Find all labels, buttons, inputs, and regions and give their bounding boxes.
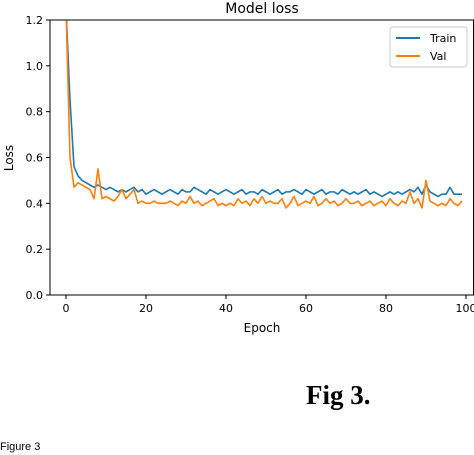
plot-area: 0.0 0.2 0.4 0.6 0.8 1.0 1.2 0 20 40 60 80 100 Train Va… [26,14,474,315]
y-axis-label: Loss [2,145,16,171]
x-tick-label: 0 [63,302,70,315]
y-tick-label: 0.8 [26,106,44,119]
figure-label: Figure 3 [0,441,41,453]
y-tick-label: 1.2 [26,14,44,27]
series-line-val [65,20,463,209]
chart-title: Model loss [225,1,299,17]
legend-label-train: Train [429,32,456,45]
x-axis-label: Epoch [244,321,281,335]
series-line-train [65,20,462,198]
y-tick-label: 0.6 [26,152,44,165]
y-tick-label: 0.0 [26,289,44,302]
x-tick-label: 40 [219,302,233,315]
x-tick-label: 60 [299,302,313,315]
y-tick-label: 0.2 [26,243,44,256]
y-tick-label: 1.0 [26,60,44,73]
figure-caption: Fig 3. [306,380,371,410]
x-tick-label: 100 [456,302,474,315]
x-tick-label: 80 [379,302,393,315]
x-tick-label: 20 [139,302,153,315]
y-tick-label: 0.4 [26,197,44,210]
legend-label-val: Val [430,50,446,63]
